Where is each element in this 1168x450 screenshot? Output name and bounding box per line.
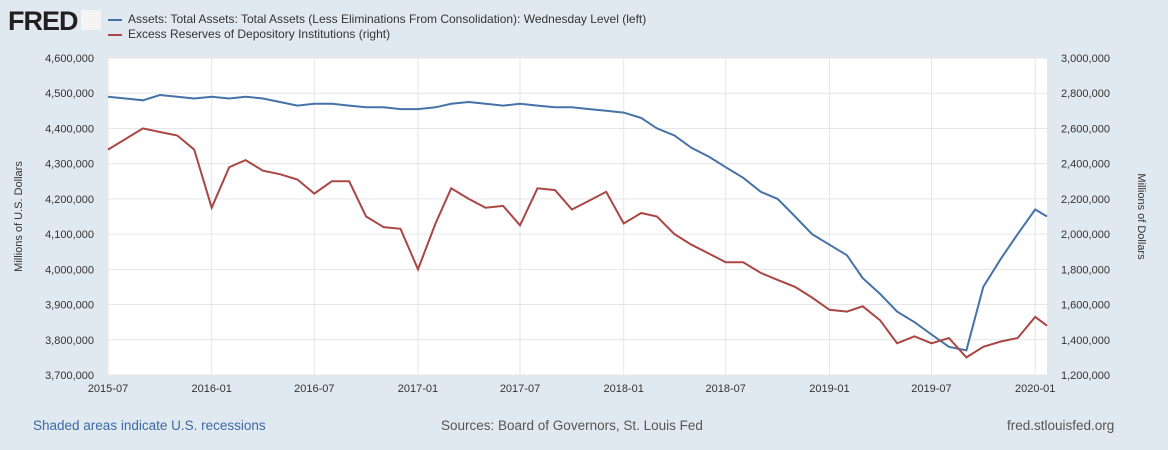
x-tick-label: 2016-01 [192,383,232,395]
right-tick-label: 2,200,000 [1061,194,1110,206]
x-tick-label: 2017-07 [500,383,540,395]
series-line-1 [107,127,1048,359]
left-tick-label: 3,700,000 [45,370,94,382]
chart-logo-icon [81,10,101,30]
left-tick-label: 4,000,000 [45,264,94,276]
right-tick-label: 1,600,000 [1061,300,1110,312]
x-tick-label: 2020-01 [1015,383,1055,395]
x-tick-label: 2015-07 [88,383,128,395]
x-tick-label: 2016-07 [294,383,334,395]
legend-item-assets[interactable]: Assets: Total Assets: Total Assets (Less… [108,12,646,27]
left-tick-label: 4,200,000 [45,194,94,206]
left-tick-label: 3,900,000 [45,300,94,312]
series-line-0 [107,93,1048,352]
right-tick-label: 1,200,000 [1061,370,1110,382]
right-tick-label: 2,000,000 [1061,229,1110,241]
left-tick-label: 3,800,000 [45,335,94,347]
site-link[interactable]: fred.stlouisfed.org [1007,418,1115,433]
left-axis-label: Millions of U.S. Dollars [13,161,25,272]
right-tick-label: 3,000,000 [1061,53,1110,65]
right-tick-label: 1,800,000 [1061,264,1110,276]
right-tick-label: 2,400,000 [1061,159,1110,171]
fred-logo[interactable]: FRED [8,6,78,36]
right-tick-label: 1,400,000 [1061,335,1110,347]
x-tick-label: 2017-01 [398,383,438,395]
x-tick-label: 2019-07 [911,383,951,395]
plot-area [108,58,1047,375]
x-tick-label: 2018-07 [706,383,746,395]
right-axis-label: Millions of Dollars [1135,173,1147,260]
legend: Assets: Total Assets: Total Assets (Less… [108,12,646,42]
x-tick-label: 2018-01 [604,383,644,395]
sources-text: Sources: Board of Governors, St. Louis F… [441,418,703,433]
legend-item-reserves[interactable]: Excess Reserves of Depository Institutio… [108,27,646,42]
recessions-link[interactable]: Shaded areas indicate U.S. recessions [33,418,266,433]
left-tick-label: 4,500,000 [45,88,94,100]
left-tick-label: 4,100,000 [45,229,94,241]
right-tick-label: 2,800,000 [1061,88,1110,100]
left-tick-label: 4,300,000 [45,159,94,171]
right-tick-label: 2,600,000 [1061,123,1110,135]
left-tick-label: 4,600,000 [45,53,94,65]
x-tick-label: 2019-01 [809,383,849,395]
left-tick-label: 4,400,000 [45,123,94,135]
